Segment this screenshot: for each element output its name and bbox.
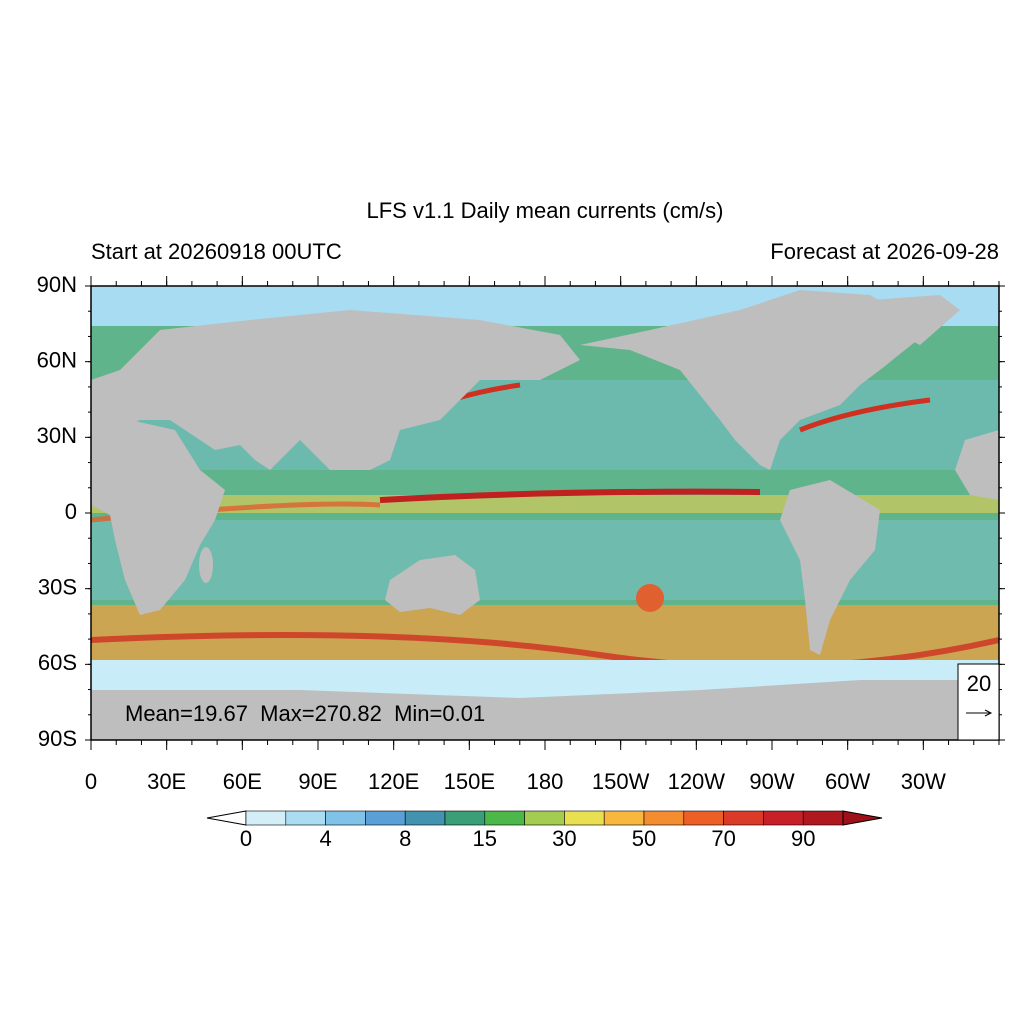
colorbar-label: 30 xyxy=(552,826,576,851)
colorbar-label: 70 xyxy=(711,826,735,851)
map-field xyxy=(91,286,999,740)
lat-label: 30S xyxy=(38,574,77,599)
lon-label: 120E xyxy=(368,769,419,794)
colorbar-box xyxy=(285,810,326,826)
colorbar-box xyxy=(484,810,525,826)
reference-vector-box: 20 xyxy=(957,663,1000,741)
lat-label: 30N xyxy=(37,423,77,448)
left-subtitle: Start at 20260918 00UTC xyxy=(91,239,342,264)
colorbar-label: 4 xyxy=(319,826,331,851)
lon-label: 30W xyxy=(901,769,946,794)
lat-label: 60S xyxy=(38,650,77,675)
colorbar-box xyxy=(524,810,565,826)
lon-label: 150E xyxy=(444,769,495,794)
colorbar-label: 15 xyxy=(473,826,497,851)
lon-label: 90W xyxy=(749,769,794,794)
colorbar-box xyxy=(365,810,406,826)
colorbar-label: 8 xyxy=(399,826,411,851)
colorbar-box xyxy=(802,810,844,826)
lat-label: 90S xyxy=(38,726,77,751)
lon-label: 150W xyxy=(592,769,650,794)
lat-label: 90N xyxy=(37,272,77,297)
colorbar-box xyxy=(763,810,804,826)
stats: Mean=19.67 Max=270.82 Min=0.01 xyxy=(125,701,485,726)
lon-label: 60W xyxy=(825,769,870,794)
colorbar-box xyxy=(643,810,685,826)
colorbar-box xyxy=(444,810,486,826)
lon-label: 30E xyxy=(147,769,186,794)
lat-label: 60N xyxy=(37,347,77,372)
colorbar-label: 50 xyxy=(632,826,656,851)
lon-label: 180 xyxy=(527,769,564,794)
colorbar-box xyxy=(325,810,366,826)
colorbar-label: 90 xyxy=(791,826,815,851)
lon-label: 0 xyxy=(85,769,97,794)
colorbar-label: 0 xyxy=(240,826,252,851)
colorbar-box xyxy=(603,810,645,826)
colorbar-box xyxy=(404,810,446,826)
lon-label: 90E xyxy=(298,769,337,794)
colorbar-over xyxy=(842,810,883,826)
colorbar-box xyxy=(245,810,287,826)
colorbar-box xyxy=(564,810,605,826)
colorbar-under xyxy=(206,810,247,826)
lon-label: 120W xyxy=(668,769,726,794)
colorbar-box xyxy=(723,810,764,826)
right-subtitle: Forecast at 2026-09-28 xyxy=(770,239,999,264)
lon-label: 60E xyxy=(223,769,262,794)
lat-label: 0 xyxy=(65,499,77,524)
title: LFS v1.1 Daily mean currents (cm/s) xyxy=(367,198,724,223)
colorbar-box xyxy=(683,810,724,826)
reference-vector-label: 20 xyxy=(967,671,991,696)
